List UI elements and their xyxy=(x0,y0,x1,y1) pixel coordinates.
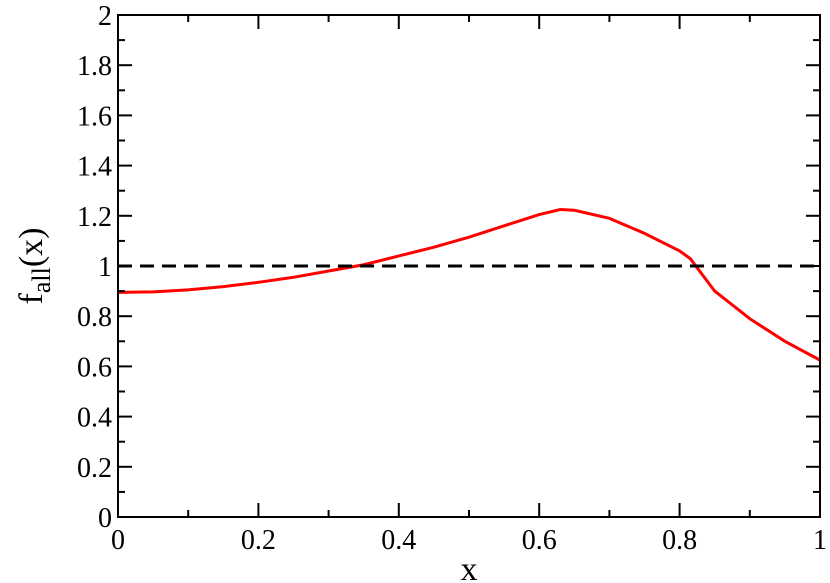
x-tick-label: 1 xyxy=(813,525,827,556)
x-axis-label: x xyxy=(461,551,478,583)
y-tick-label: 1.8 xyxy=(77,51,112,82)
x-tick-label: 0.8 xyxy=(662,525,697,556)
line xyxy=(117,208,821,362)
y-tick-label: 0.8 xyxy=(77,302,112,333)
y-tick-label: 1 xyxy=(98,252,112,283)
y-tick-label: 0.2 xyxy=(77,453,112,484)
y-axis-label: fall(x) xyxy=(13,228,56,305)
y-tick-label: 2 xyxy=(98,1,112,32)
x-tick-label: 0.2 xyxy=(241,525,276,556)
y-tick-label: 1.2 xyxy=(77,202,112,233)
y-tick-label: 1.6 xyxy=(77,101,112,132)
x-tick-label: 0.4 xyxy=(381,525,416,556)
y-tick-label: 0 xyxy=(98,503,112,534)
x-tick-label: 0 xyxy=(111,525,125,556)
y-tick-label: 0.6 xyxy=(77,352,112,383)
x-tick-label: 0.6 xyxy=(522,525,557,556)
y-tick-label: 0.4 xyxy=(77,403,112,434)
y-tick-label: 1.4 xyxy=(77,152,112,183)
